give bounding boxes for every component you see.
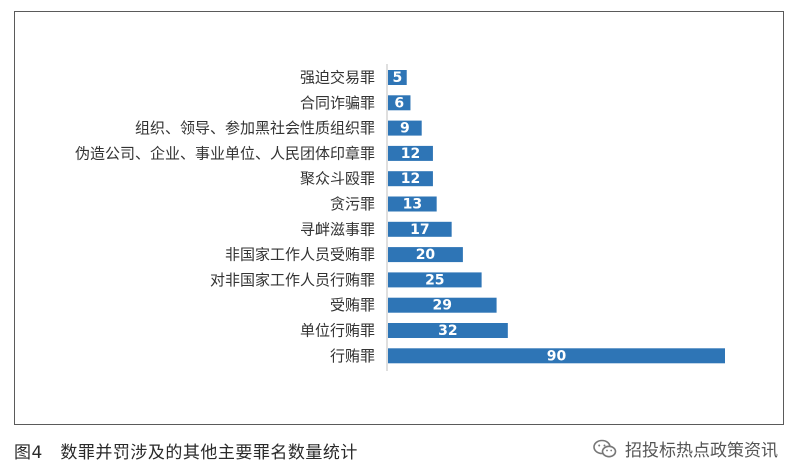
category-label: 单位行贿罪: [300, 322, 375, 340]
data-label: 12: [401, 171, 420, 187]
bar: [388, 323, 508, 338]
bar: [388, 196, 437, 212]
category-label: 贪污罪: [330, 195, 375, 213]
category-label: 伪造公司、企业、事业单位、人民团体印章罪: [75, 144, 375, 162]
watermark: 招投标热点政策资讯: [593, 436, 778, 461]
data-label: 25: [425, 272, 444, 288]
category-label: 强迫交易罪: [300, 69, 375, 87]
chart-frame: [14, 11, 784, 425]
bar: [388, 272, 482, 288]
data-label: 90: [547, 348, 567, 364]
bar: [388, 247, 463, 263]
data-label: 32: [438, 323, 457, 339]
data-label: 12: [401, 146, 420, 162]
data-label: 5: [392, 70, 402, 86]
wechat-icon: [593, 439, 617, 457]
category-label: 对非国家工作人员行贿罪: [210, 271, 375, 289]
data-label: 17: [410, 222, 429, 238]
bar: [388, 120, 422, 136]
category-label: 组织、领导、参加黑社会性质组织罪: [135, 119, 375, 137]
watermark-text: 招投标热点政策资讯: [625, 441, 778, 461]
category-label: 行贿罪: [330, 347, 375, 365]
category-label: 寻衅滋事罪: [300, 220, 375, 238]
data-label: 20: [416, 247, 436, 263]
figure-caption: 图4 数罪并罚涉及的其他主要罪名数量统计: [14, 443, 358, 463]
data-label: 13: [403, 197, 422, 213]
data-label: 29: [433, 298, 452, 314]
data-label: 9: [400, 121, 410, 137]
data-label: 6: [394, 95, 404, 111]
bar: [388, 145, 433, 161]
category-label: 合同诈骗罪: [300, 94, 375, 112]
category-label: 非国家工作人员受贿罪: [225, 246, 375, 264]
bar: [388, 171, 433, 187]
category-label: 聚众斗殴罪: [300, 170, 375, 188]
bar: [388, 221, 452, 237]
bar: [388, 348, 725, 364]
bar: [388, 297, 497, 313]
bar: [388, 95, 411, 111]
category-label: 受贿罪: [330, 296, 375, 314]
bar: [388, 70, 407, 85]
